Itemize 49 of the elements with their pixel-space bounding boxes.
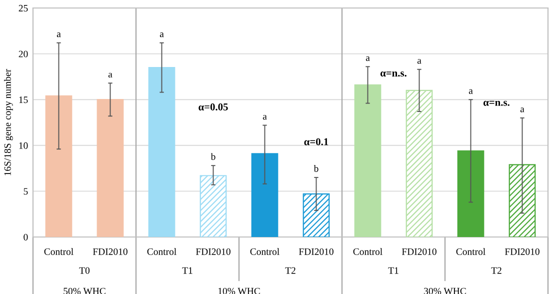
y-tick-label: 25 xyxy=(18,4,28,12)
y-tick-label: 15 xyxy=(19,96,28,104)
bar xyxy=(406,90,433,237)
annotation: α=0.05 xyxy=(198,103,228,110)
bar xyxy=(457,150,484,237)
annotation: a xyxy=(366,56,370,61)
bar xyxy=(96,99,124,237)
annotation: a xyxy=(520,108,524,112)
bar xyxy=(251,153,278,237)
y-tick-label: 20 xyxy=(18,50,28,58)
x-tick-label: FDI2010 xyxy=(504,248,540,255)
annotation: a xyxy=(160,32,164,38)
annotation: a xyxy=(56,32,61,38)
bar xyxy=(200,175,227,237)
text: T0 xyxy=(79,267,90,274)
text: T2 xyxy=(491,267,502,274)
annotation: a xyxy=(262,114,267,120)
x-tick-label: FDI2010 xyxy=(402,248,436,255)
text: 50% WHC xyxy=(64,288,106,294)
annotation: α=n.s. xyxy=(483,100,510,106)
annotation: a xyxy=(468,89,473,94)
x-tick-label: FDI2010 xyxy=(298,248,334,255)
bar xyxy=(148,66,176,237)
x-tick-label: Control xyxy=(250,248,280,255)
y-axis-title: 16S/18S gene copy number xyxy=(4,68,13,176)
x-tick-label: FDI2010 xyxy=(196,248,230,255)
annotation: a xyxy=(108,72,112,78)
text: T1 xyxy=(182,267,192,274)
x-tick-label: FDI2010 xyxy=(92,248,128,255)
x-tick-label: Control xyxy=(353,248,382,255)
text: 10% WHC xyxy=(218,288,260,294)
y-tick-label: 0 xyxy=(24,234,28,240)
bar xyxy=(508,164,536,237)
annotation: b xyxy=(314,164,318,172)
x-tick-label: Control xyxy=(456,248,486,255)
x-tick-label: Control xyxy=(147,248,176,255)
x-tick-label: Control xyxy=(44,248,74,255)
text: T1 xyxy=(388,267,398,274)
annotation: a xyxy=(417,59,422,64)
y-tick-label: 10 xyxy=(19,142,28,149)
annotation: α=n.s. xyxy=(380,72,406,77)
text: 30% WHC xyxy=(424,288,466,294)
bar xyxy=(354,84,382,237)
bar xyxy=(45,95,72,237)
text: T2 xyxy=(285,267,296,274)
annotation: α=0.1 xyxy=(304,138,328,146)
annotation: b xyxy=(210,153,216,160)
y-tick-label: 5 xyxy=(24,188,28,195)
bar xyxy=(302,193,330,237)
